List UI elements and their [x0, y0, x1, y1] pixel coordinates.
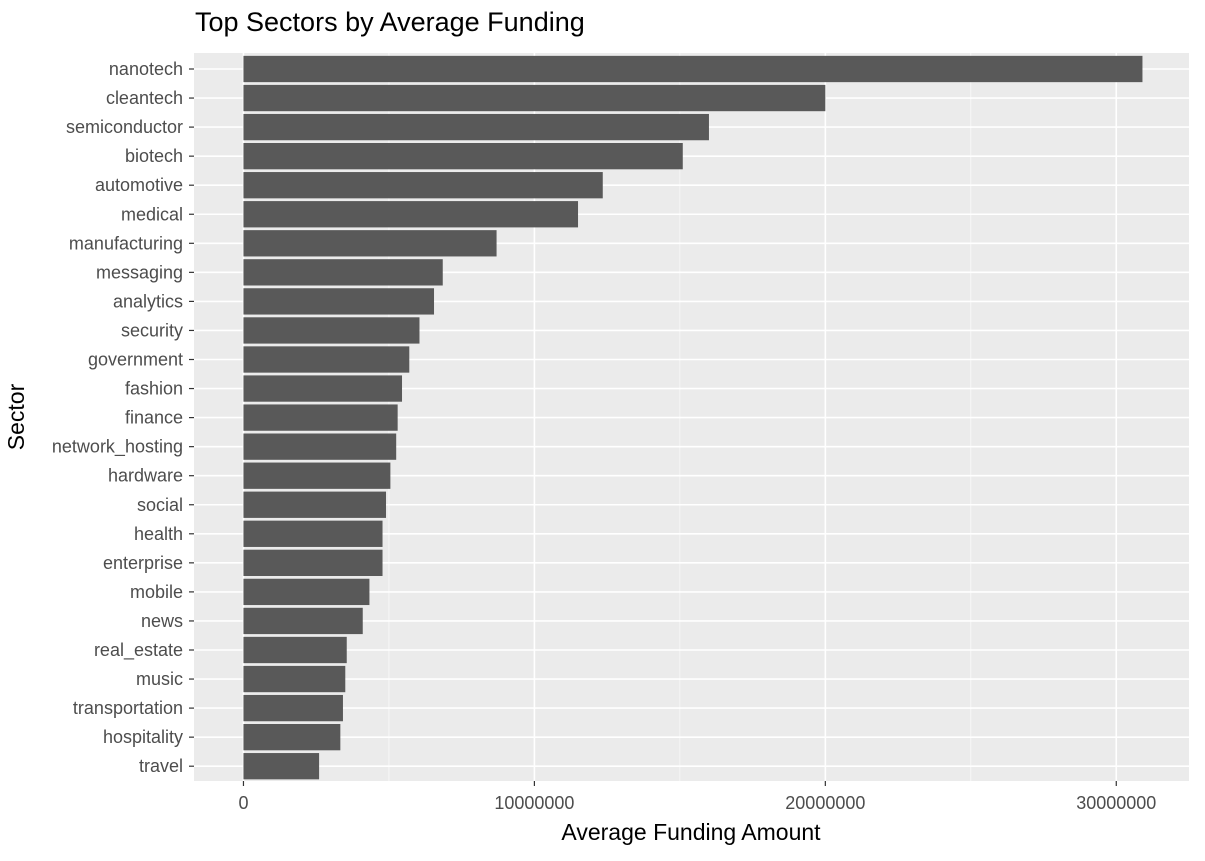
bar-fashion: [243, 375, 403, 402]
y-tick-label: messaging: [96, 262, 183, 282]
y-tick-label: transportation: [73, 698, 183, 718]
bar-news: [243, 607, 363, 635]
bar-transportation: [243, 694, 343, 722]
x-tick-label: 30000000: [1076, 793, 1156, 813]
y-tick-label: music: [136, 669, 183, 689]
y-tick-label: biotech: [125, 146, 183, 166]
bar-manufacturing: [243, 230, 497, 257]
y-tick-label: semiconductor: [66, 117, 183, 137]
y-tick-label: finance: [125, 408, 183, 428]
bar-hospitality: [243, 724, 341, 751]
bar-messaging: [243, 259, 443, 286]
y-tick-label: government: [88, 350, 183, 370]
x-axis: 0 10000000 20000000 30000000: [238, 781, 1156, 813]
bar-enterprise: [243, 549, 383, 576]
y-tick-label: nanotech: [109, 59, 183, 79]
bar-analytics: [243, 288, 435, 315]
y-tick-label: travel: [139, 756, 183, 776]
bar-music: [243, 665, 346, 693]
y-tick-label: network_hosting: [52, 437, 183, 458]
bar-semiconductor: [243, 113, 709, 141]
y-axis: nanotech cleantech semiconductor biotech aut…: [52, 59, 194, 776]
y-tick-label: fashion: [125, 379, 183, 399]
y-tick-label: hospitality: [103, 727, 183, 747]
y-tick-label: social: [137, 495, 183, 515]
y-tick-label: security: [121, 320, 183, 340]
bar-biotech: [243, 143, 683, 170]
bar-travel: [243, 753, 320, 780]
y-axis-title: Sector: [3, 383, 29, 450]
bar-finance: [243, 404, 398, 431]
bar-real-estate: [243, 636, 347, 664]
bar-social: [243, 491, 387, 518]
x-tick-label: 20000000: [785, 793, 865, 813]
bar-mobile: [243, 578, 370, 606]
y-tick-label: real_estate: [94, 640, 183, 661]
bar-automotive: [243, 172, 603, 199]
bar-cleantech: [243, 84, 826, 112]
bar-hardware: [243, 462, 391, 489]
bar-nanotech: [243, 55, 1143, 83]
bar-medical: [243, 201, 579, 228]
y-tick-label: analytics: [113, 291, 183, 311]
bars: [243, 55, 1143, 780]
y-tick-label: enterprise: [103, 553, 183, 573]
y-tick-label: cleantech: [106, 88, 183, 108]
y-tick-label: news: [141, 611, 183, 631]
y-tick-label: automotive: [95, 175, 183, 195]
bar-government: [243, 346, 410, 373]
y-tick-label: health: [134, 524, 183, 544]
bar-security: [243, 317, 420, 344]
chart-title: Top Sectors by Average Funding: [195, 7, 585, 37]
bar-network-hosting: [243, 433, 397, 460]
y-tick-label: medical: [121, 204, 183, 224]
y-tick-label: hardware: [108, 466, 183, 486]
bar-health: [243, 520, 383, 547]
y-tick-label: manufacturing: [69, 233, 183, 253]
x-axis-title: Average Funding Amount: [561, 819, 821, 845]
x-tick-label: 10000000: [494, 793, 574, 813]
y-tick-label: mobile: [130, 582, 183, 602]
x-tick-label: 0: [238, 793, 248, 813]
